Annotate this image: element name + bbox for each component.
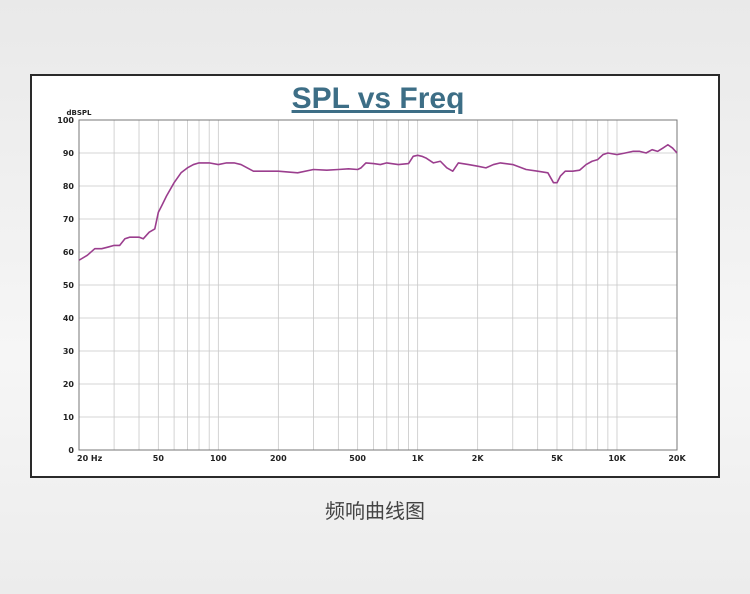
y-tick-label: 90 (63, 149, 75, 158)
x-tick-label: 5K (551, 454, 564, 463)
plot-area-border (78, 119, 678, 451)
x-tick-label: 200 (270, 454, 287, 463)
x-tick-label: 10K (608, 454, 626, 463)
y-tick-label: 50 (63, 281, 75, 290)
x-tick-label: 20K (668, 454, 686, 463)
y-tick-label: 30 (63, 347, 75, 356)
x-tick-label: 50 (153, 454, 165, 463)
x-tick-label: 100 (210, 454, 227, 463)
x-tick-label: 20 Hz (77, 454, 103, 463)
chart-caption: 频响曲线图 (325, 499, 425, 523)
y-tick-label: 100 (57, 116, 74, 125)
chart-frame: SPL vs Freq dBSPL 0 10 20 30 40 50 60 70 80 90 100… (30, 74, 720, 478)
x-tick-label: 2K (472, 454, 485, 463)
y-tick-label: 0 (68, 446, 74, 455)
spl-chart: SPL vs Freq dBSPL 0 10 20 30 40 50 60 70 80 90 100… (57, 82, 686, 463)
y-axis-label: dBSPL (67, 109, 93, 117)
y-tick-label: 10 (63, 413, 75, 422)
x-tick-label: 500 (349, 454, 366, 463)
y-tick-label: 60 (63, 248, 75, 257)
y-tick-label: 80 (63, 182, 75, 191)
chart-title: SPL vs Freq (292, 82, 465, 115)
y-tick-label: 40 (63, 314, 75, 323)
y-tick-label: 70 (63, 215, 75, 224)
spl-series-line (78, 143, 678, 261)
y-tick-label: 20 (63, 380, 75, 389)
x-tick-label: 1K (412, 454, 425, 463)
